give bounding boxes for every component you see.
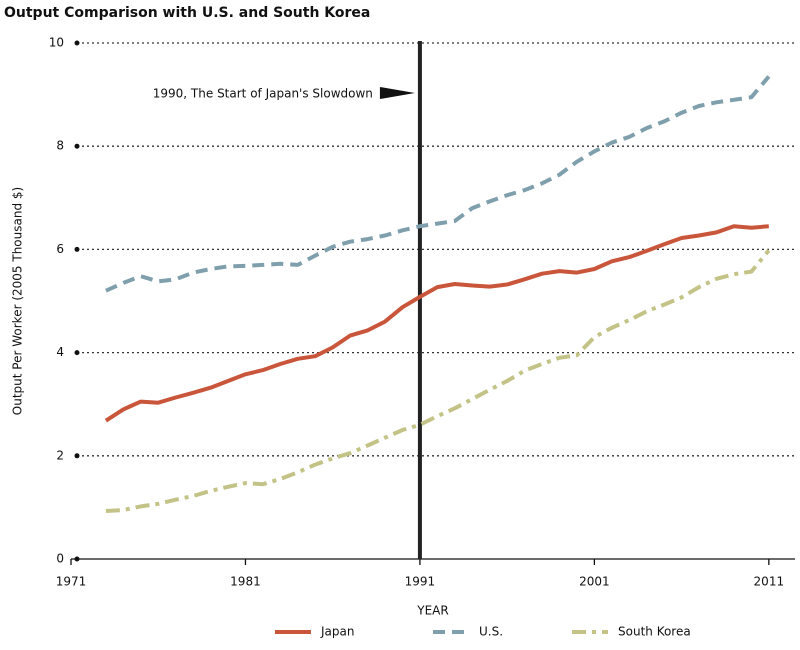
series-line	[104, 224, 769, 423]
x-axis-label: YEAR	[416, 604, 448, 618]
y-tick-label: 2	[56, 448, 64, 462]
y-tick	[74, 350, 80, 356]
y-tick	[74, 453, 80, 459]
y-tick-label: 8	[56, 139, 64, 153]
y-tick-label: 4	[56, 345, 64, 359]
y-tick	[74, 246, 80, 252]
x-tick-label: 1971	[56, 575, 87, 589]
annotation-arrow	[379, 87, 415, 99]
annotation: 1990, The Start of Japan's Slowdown	[153, 87, 373, 101]
legend-label: Japan	[320, 625, 354, 639]
x-tick-label: 2011	[754, 575, 785, 589]
y-tick	[74, 40, 80, 46]
y-tick-label: 10	[49, 36, 64, 50]
legend-label: U.S.	[479, 625, 503, 639]
y-axis-label: Output Per Worker (2005 Thousand $)	[11, 187, 25, 415]
series-line	[105, 75, 771, 293]
y-tick	[74, 143, 80, 149]
series-line	[105, 249, 771, 513]
y-tick-label: 6	[56, 242, 64, 256]
x-tick-label: 2001	[579, 575, 610, 589]
legend-label: South Korea	[618, 625, 691, 639]
chart-title: Output Comparison with U.S. and South Ko…	[4, 5, 370, 21]
y-tick-label: 0	[56, 552, 64, 566]
x-tick-label: 1981	[230, 575, 261, 589]
x-tick-label: 1991	[405, 575, 436, 589]
